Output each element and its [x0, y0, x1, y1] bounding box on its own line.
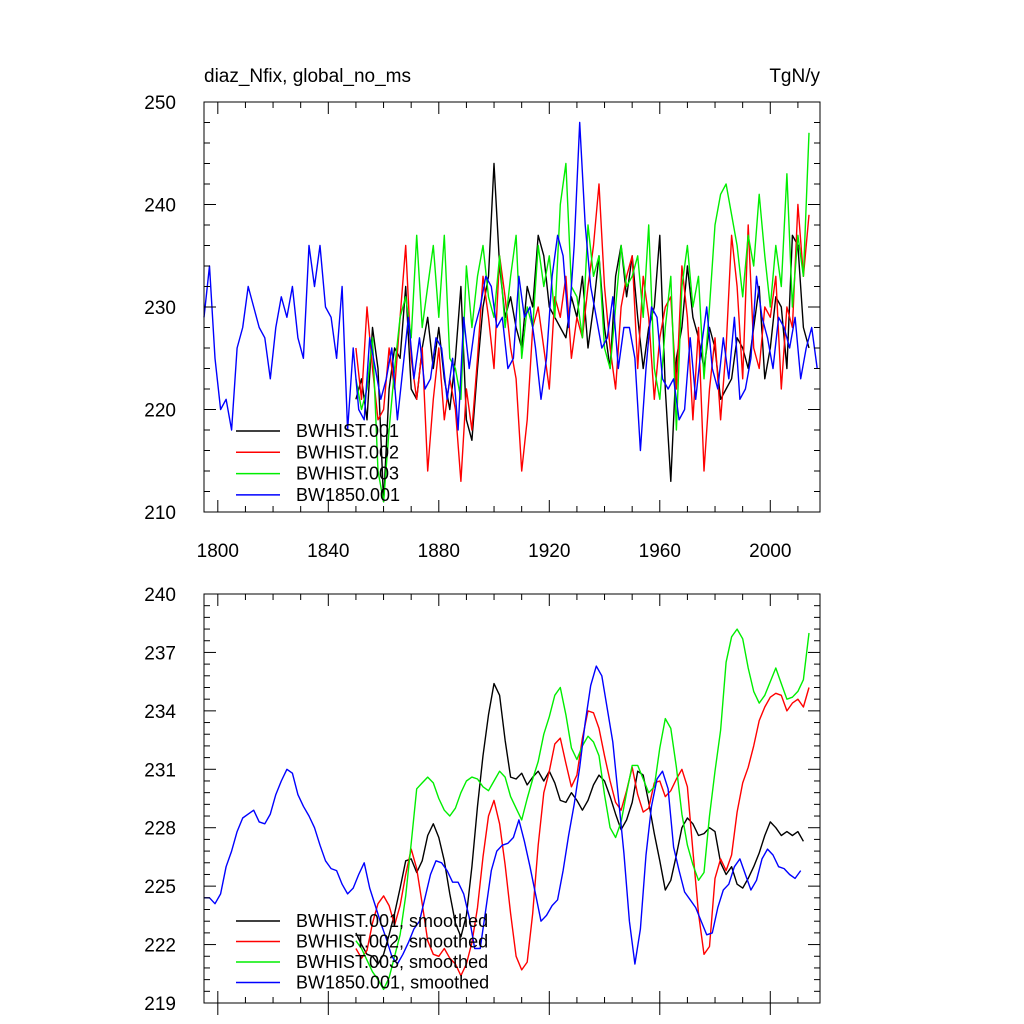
bottom-ytick-label: 219 [144, 994, 176, 1015]
top-series-line-1 [355, 162, 810, 503]
top-series-line-3 [355, 132, 810, 503]
top-xtick-label: 2000 [749, 541, 791, 562]
top-legend-label-3: BWHIST.003 [296, 464, 399, 484]
bottom-ytick-label: 237 [144, 643, 176, 664]
top-xtick-label: 1840 [307, 541, 349, 562]
top-xtick-label: 1880 [418, 541, 460, 562]
bottom-series-line-2 [355, 687, 810, 977]
bottom-series-lines [204, 628, 810, 991]
top-panel: diaz_Nfix, global_no_ms TgN/y 210 220 230 2… [144, 66, 821, 562]
bottom-ytick-label: 234 [144, 702, 176, 723]
bottom-plot-frame [203, 593, 821, 1004]
top-ytick-label: 240 [144, 196, 176, 217]
top-series-line-4 [203, 121, 818, 452]
bottom-legend-label-3: BWHIST.003, smoothed [296, 952, 488, 972]
bottom-panel: 219 222 225 228 231 234 237 240 BWHIST.001, smoo… [144, 585, 821, 1015]
top-xtick-label: 1800 [197, 541, 239, 562]
bottom-ytick-label: 225 [144, 877, 176, 898]
bottom-ytick-label: 240 [144, 585, 176, 606]
bottom-ytick-label: 222 [144, 936, 176, 957]
bottom-series-line-4 [204, 665, 802, 965]
top-legend-label-2: BWHIST.002 [296, 442, 399, 462]
top-title-left: diaz_Nfix, global_no_ms [204, 66, 411, 87]
bottom-series-line-1 [355, 682, 805, 965]
top-legend-label-4: BW1850.001 [296, 485, 400, 505]
bottom-legend-label-1: BWHIST.001, smoothed [296, 911, 488, 931]
top-ytick-label: 220 [144, 401, 176, 422]
top-xtick-label: 1920 [528, 541, 570, 562]
bottom-ytick-label: 228 [144, 819, 176, 840]
top-ytick-label: 250 [144, 93, 176, 114]
top-legend-label-1: BWHIST.001 [296, 421, 399, 441]
top-ytick-label: 210 [144, 503, 176, 524]
top-ytick-label: 230 [144, 298, 176, 319]
bottom-legend-label-4: BW1850.001, smoothed [296, 973, 489, 993]
bottom-ytick-label: 231 [144, 760, 176, 781]
top-title-units: TgN/y [769, 66, 820, 87]
bottom-legend-label-2: BWHIST.002, smoothed [296, 932, 488, 952]
top-series-lines [203, 121, 818, 503]
top-xtick-label: 1960 [639, 541, 681, 562]
